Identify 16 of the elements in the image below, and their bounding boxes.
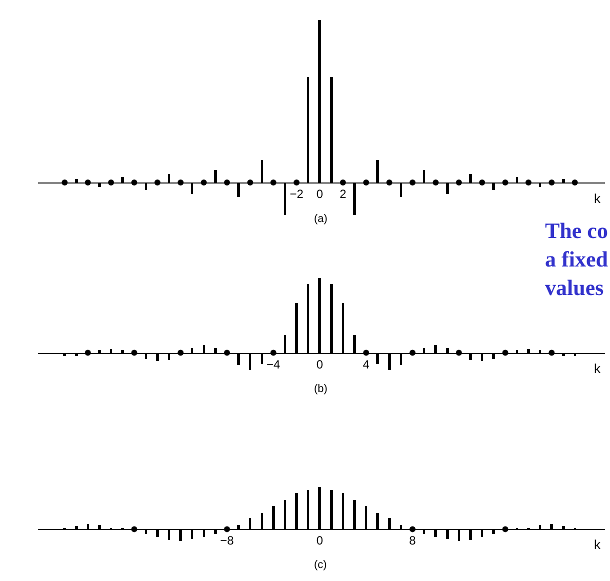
x-tick-label: 2 [340, 187, 347, 201]
x-tick-label: 0 [316, 357, 324, 372]
x-tick-label: −4 [266, 357, 281, 372]
x-axis-title: k [594, 537, 601, 552]
text: (c) [314, 559, 327, 571]
x-tick-label: 8 [409, 534, 416, 548]
x-tick-label: 4 [362, 357, 370, 372]
x-tick-label: −8 [220, 534, 234, 548]
text: (b) [314, 383, 328, 395]
x-tick-label: 0 [316, 534, 324, 548]
annotation: (a) [314, 213, 328, 225]
x-axis-title: k [594, 191, 601, 206]
x-tick-label: 0 [316, 187, 324, 201]
x-tick-label: −2 [290, 187, 304, 201]
x-axis-title: k [594, 361, 601, 376]
annotation: The co a fixed values [545, 218, 608, 300]
